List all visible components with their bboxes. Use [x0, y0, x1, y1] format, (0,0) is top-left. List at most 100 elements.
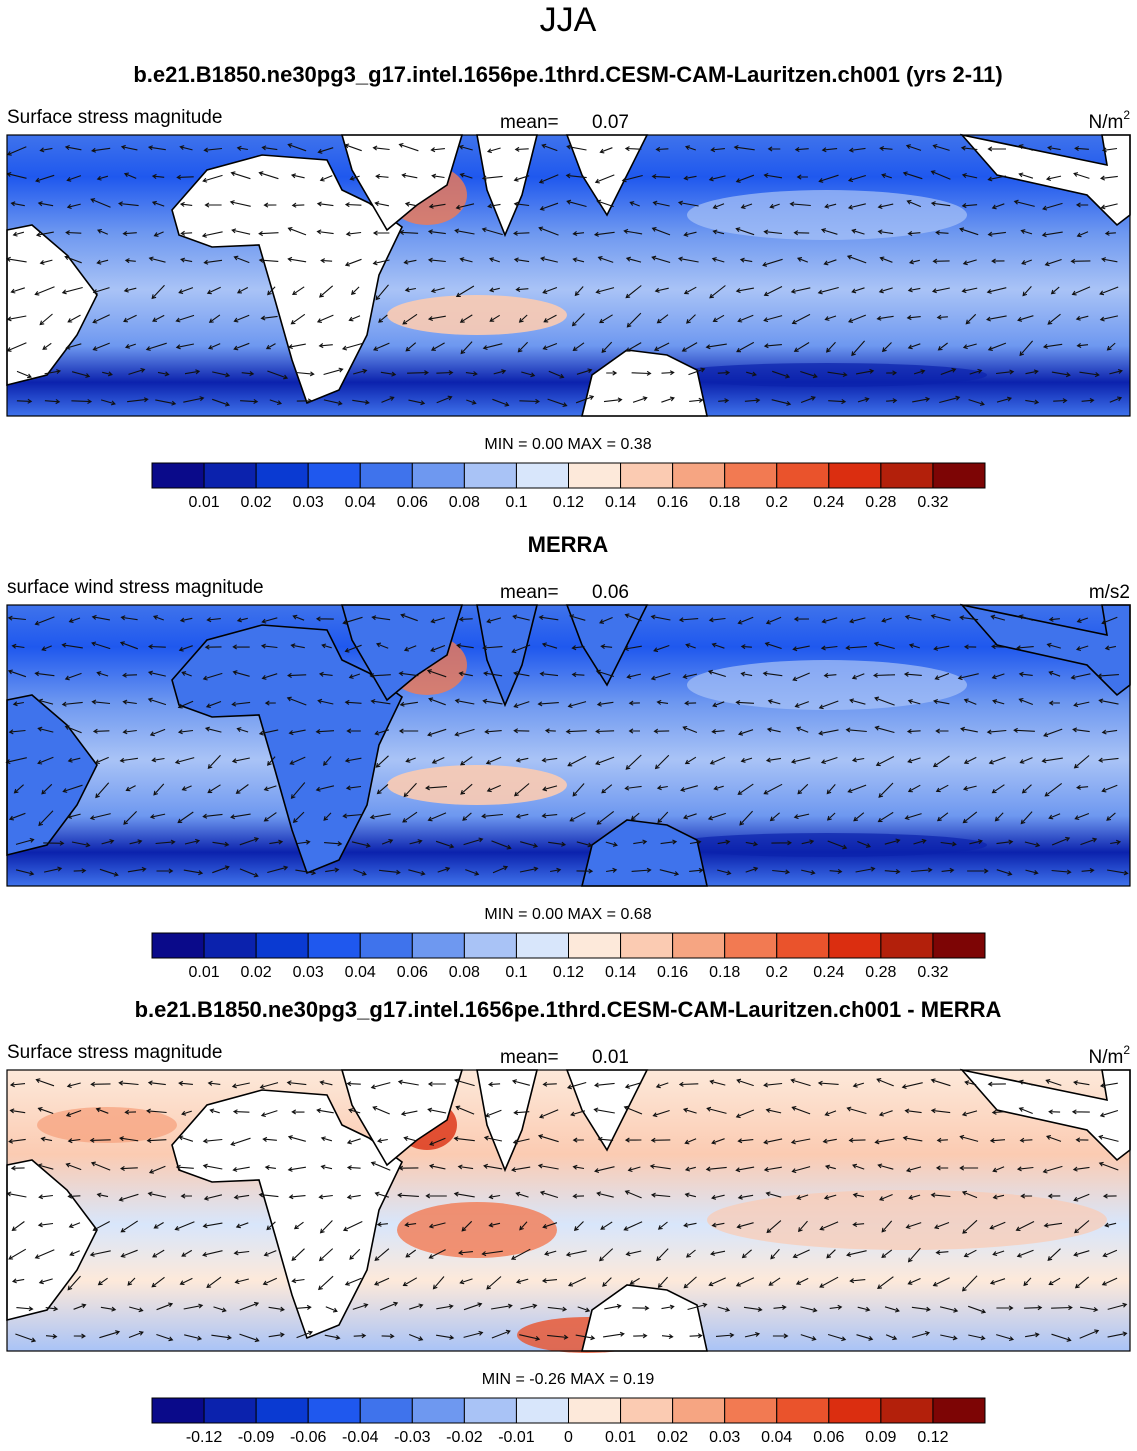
stress-arrow	[183, 869, 204, 876]
stress-arrow	[181, 785, 192, 791]
stress-arrow	[596, 1191, 614, 1198]
stress-arrow	[683, 175, 697, 181]
stress-arrow	[346, 1081, 361, 1087]
stress-arrow	[661, 1333, 674, 1339]
stress-arrow	[346, 728, 361, 734]
stress-arrow	[930, 1078, 951, 1087]
stress-arrow	[428, 697, 446, 706]
stress-arrow	[430, 147, 445, 153]
colorbar-box	[880, 932, 934, 959]
colorbar-label: -0.03	[394, 1429, 431, 1446]
stress-arrow	[324, 1334, 341, 1340]
stress-arrow	[907, 1247, 921, 1263]
stress-arrow	[600, 1221, 613, 1230]
stress-arrow	[539, 1190, 559, 1199]
stress-arrow	[202, 1138, 223, 1144]
stress-arrow	[820, 645, 838, 651]
map-frame	[6, 1069, 1131, 1352]
stress-arrow	[544, 728, 556, 734]
stress-arrow	[515, 286, 529, 292]
stress-arrow	[486, 1276, 502, 1290]
stress-arrow	[230, 813, 251, 820]
stress-arrow	[208, 343, 221, 350]
colorbar-label: 0.14	[605, 964, 636, 981]
stress-arrow	[541, 143, 558, 152]
stress-arrow	[148, 1165, 166, 1174]
stress-arrow	[595, 669, 615, 678]
stress-arrow	[292, 614, 305, 621]
stress-arrow	[683, 1222, 697, 1228]
stress-arrow	[654, 287, 669, 293]
stress-arrow	[762, 671, 783, 677]
stress-arrow	[453, 1136, 475, 1142]
stress-arrow	[851, 757, 865, 763]
stress-arrow	[486, 784, 501, 793]
field-blob	[707, 1190, 1107, 1250]
colorbar-box	[307, 1397, 361, 1424]
stress-arrow	[147, 697, 167, 706]
stress-arrow	[737, 1138, 754, 1144]
stress-arrow	[376, 1221, 388, 1227]
colorbar-label: 0.28	[865, 494, 896, 511]
stress-arrow	[90, 1081, 111, 1087]
stress-arrow	[624, 1190, 642, 1199]
stress-arrow	[908, 643, 920, 649]
stress-arrow	[539, 671, 559, 677]
stress-arrow	[455, 1105, 475, 1115]
stress-arrow	[430, 644, 446, 653]
stress-arrow	[988, 756, 1006, 765]
stress-arrow	[681, 342, 698, 352]
stress-arrow	[856, 1334, 874, 1341]
stress-arrow	[454, 728, 475, 737]
colorbar-label: 0.09	[865, 1429, 896, 1446]
stress-arrow	[180, 257, 193, 263]
stress-arrow	[817, 286, 839, 295]
stress-arrow	[996, 839, 1014, 845]
stress-arrow	[153, 231, 164, 237]
stress-arrow	[827, 371, 848, 378]
stress-arrow	[874, 1138, 895, 1145]
stress-arrow	[11, 643, 25, 649]
stress-arrow	[650, 1137, 671, 1143]
stress-arrow	[175, 343, 195, 350]
colorbar-box	[620, 932, 674, 959]
stress-arrow	[461, 1220, 473, 1232]
stress-arrow	[740, 644, 752, 650]
stress-arrow	[463, 1302, 483, 1311]
stress-arrow	[1070, 258, 1091, 264]
stress-arrow	[763, 1166, 782, 1173]
stress-arrow	[513, 701, 530, 708]
stress-arrow	[234, 1278, 249, 1285]
stress-arrow	[408, 1333, 424, 1341]
stress-arrow	[745, 866, 759, 873]
stress-arrow	[821, 617, 838, 624]
stress-arrow	[770, 1248, 780, 1260]
stress-arrow	[183, 396, 205, 403]
stress-arrow	[572, 230, 585, 237]
stress-arrow	[202, 1250, 223, 1257]
stress-arrow	[125, 785, 136, 792]
stress-arrow	[485, 756, 502, 765]
stress-arrow	[431, 173, 445, 179]
stress-arrow	[344, 143, 362, 152]
stress-arrow	[626, 673, 642, 680]
stress-arrow	[236, 727, 249, 733]
stress-arrow	[1020, 811, 1033, 825]
stress-arrow	[572, 1164, 585, 1170]
colorbar-box	[515, 462, 569, 489]
colorbar-label: -0.01	[498, 1429, 535, 1446]
stress-arrow	[233, 314, 250, 323]
stress-arrow	[373, 342, 390, 351]
stress-arrow	[886, 370, 898, 376]
stress-arrow	[206, 286, 221, 295]
stress-arrow	[120, 144, 138, 151]
stress-arrow	[789, 201, 811, 207]
stress-arrow	[575, 395, 595, 404]
stress-arrow	[240, 398, 259, 404]
stress-arrow	[264, 1164, 276, 1171]
stress-arrow	[764, 641, 782, 650]
stress-arrow	[8, 729, 26, 735]
stress-arrow	[481, 175, 503, 181]
stress-arrow	[846, 1250, 867, 1257]
colorbar-box	[203, 932, 257, 959]
